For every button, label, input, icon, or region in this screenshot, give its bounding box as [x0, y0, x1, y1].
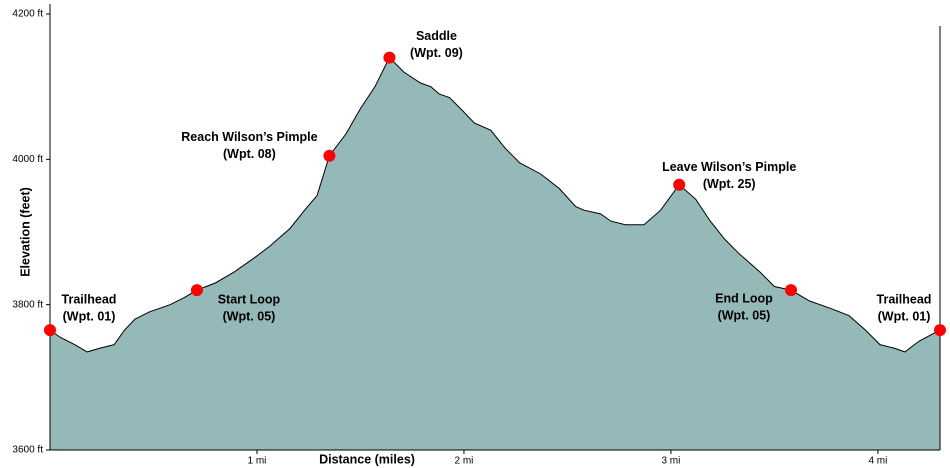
waypoint-name: Trailhead	[62, 292, 117, 306]
waypoint-id: (Wpt. 01)	[878, 309, 931, 323]
waypoint-name: Start Loop	[218, 292, 281, 306]
waypoint	[190, 284, 203, 297]
y-tick-label: 3600 ft	[12, 445, 43, 456]
x-tick-label: 4 mi	[868, 456, 887, 467]
elevation-line	[49, 56, 941, 353]
x-tick-label: 2 mi	[455, 456, 474, 467]
waypoint-id: (Wpt. 01)	[63, 309, 116, 323]
waypoint-id: (Wpt. 08)	[223, 147, 276, 161]
x-tick-label: 3 mi	[661, 456, 680, 467]
waypoint	[934, 324, 946, 337]
waypoint-name: Trailhead	[877, 292, 932, 306]
waypoint	[44, 324, 56, 337]
waypoint-name: Saddle	[416, 29, 457, 43]
waypoint-name: End Loop	[715, 291, 773, 305]
elevation-area	[50, 57, 940, 450]
waypoint	[784, 284, 797, 297]
waypoint-id: (Wpt. 25)	[703, 177, 756, 191]
x-axis-label: Distance (miles)	[319, 452, 415, 466]
y-tick-label: 4000 ft	[12, 154, 43, 165]
y-tick-label: 3800 ft	[12, 299, 43, 310]
waypoint	[383, 51, 396, 64]
waypoint-id: (Wpt. 09)	[410, 46, 463, 60]
x-tick-label: 1 mi	[248, 456, 267, 467]
y-axis-label: Elevation (feet)	[18, 187, 32, 277]
waypoint	[323, 149, 336, 162]
waypoint-name: Reach Wilson’s Pimple	[181, 130, 317, 144]
y-tick-label: 4200 ft	[12, 9, 43, 20]
waypoint-id: (Wpt. 05)	[718, 308, 771, 322]
waypoint	[673, 178, 686, 191]
waypoint-name: Leave Wilson’s Pimple	[662, 160, 796, 174]
waypoint-id: (Wpt. 05)	[223, 309, 276, 323]
